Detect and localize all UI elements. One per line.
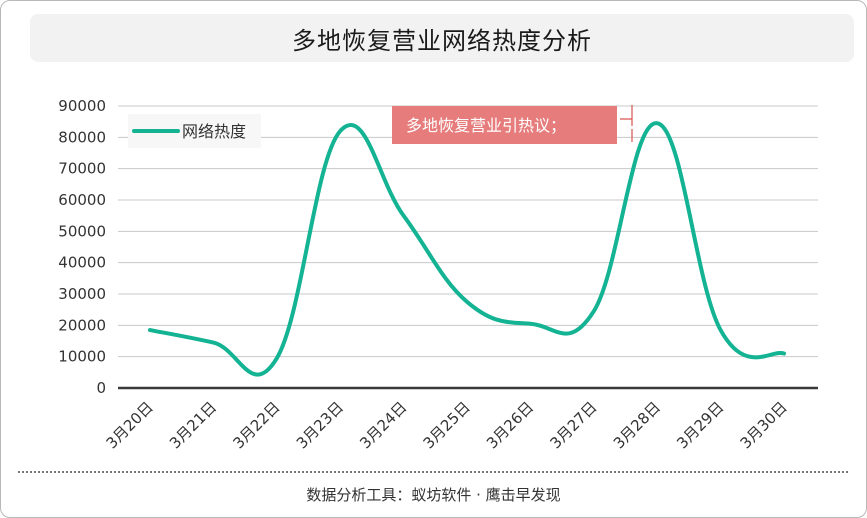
- page-title: 多地恢复营业网络热度分析: [292, 26, 592, 55]
- annotation: 多地恢复营业引热议；: [392, 105, 633, 144]
- y-tick-label: 20000: [58, 316, 106, 334]
- x-tick-label: 3月30日: [737, 398, 791, 452]
- annotation-bracket: [620, 105, 633, 142]
- title-bar: 多地恢复营业网络热度分析: [30, 14, 854, 62]
- footer-divider: [18, 471, 848, 473]
- y-tick-label: 50000: [58, 222, 106, 240]
- x-tick-label: 3月20日: [103, 398, 157, 452]
- y-tick-label: 30000: [58, 285, 106, 303]
- y-tick-label: 10000: [58, 348, 106, 366]
- y-tick-label: 70000: [58, 160, 106, 178]
- x-tick-label: 3月21日: [166, 398, 220, 452]
- footer-credit: 数据分析工具：蚁坊软件 · 鹰击早发现: [306, 486, 561, 504]
- y-tick-label: 0: [96, 379, 106, 397]
- x-tick-label: 3月27日: [546, 398, 600, 452]
- x-tick-label: 3月23日: [293, 398, 347, 452]
- x-tick-label: 3月24日: [356, 398, 410, 452]
- x-tick-label: 3月29日: [673, 398, 727, 452]
- x-tick-label: 3月25日: [420, 398, 474, 452]
- x-tick-label: 3月28日: [610, 398, 664, 452]
- x-tick-label: 3月26日: [483, 398, 537, 452]
- x-tick-label: 3月22日: [229, 398, 283, 452]
- y-axis-ticks: 0 10000 20000 30000 40000 50000 60000 70000 8000…: [58, 97, 106, 397]
- y-tick-label: 80000: [58, 128, 106, 146]
- x-axis-ticks: 3月20日 3月21日 3月22日 3月23日 3月24日 3月25日 3月26日 3月27日…: [103, 398, 791, 452]
- annotation-box: [392, 106, 617, 144]
- y-tick-label: 90000: [58, 97, 106, 115]
- annotation-text: 多地恢复营业引热议；: [406, 116, 566, 135]
- series-line: [148, 121, 786, 377]
- series-layer: [148, 121, 786, 377]
- legend-label: 网络热度: [182, 122, 246, 141]
- legend: 网络热度: [128, 114, 261, 148]
- y-tick-label: 60000: [58, 191, 106, 209]
- y-tick-label: 40000: [58, 254, 106, 272]
